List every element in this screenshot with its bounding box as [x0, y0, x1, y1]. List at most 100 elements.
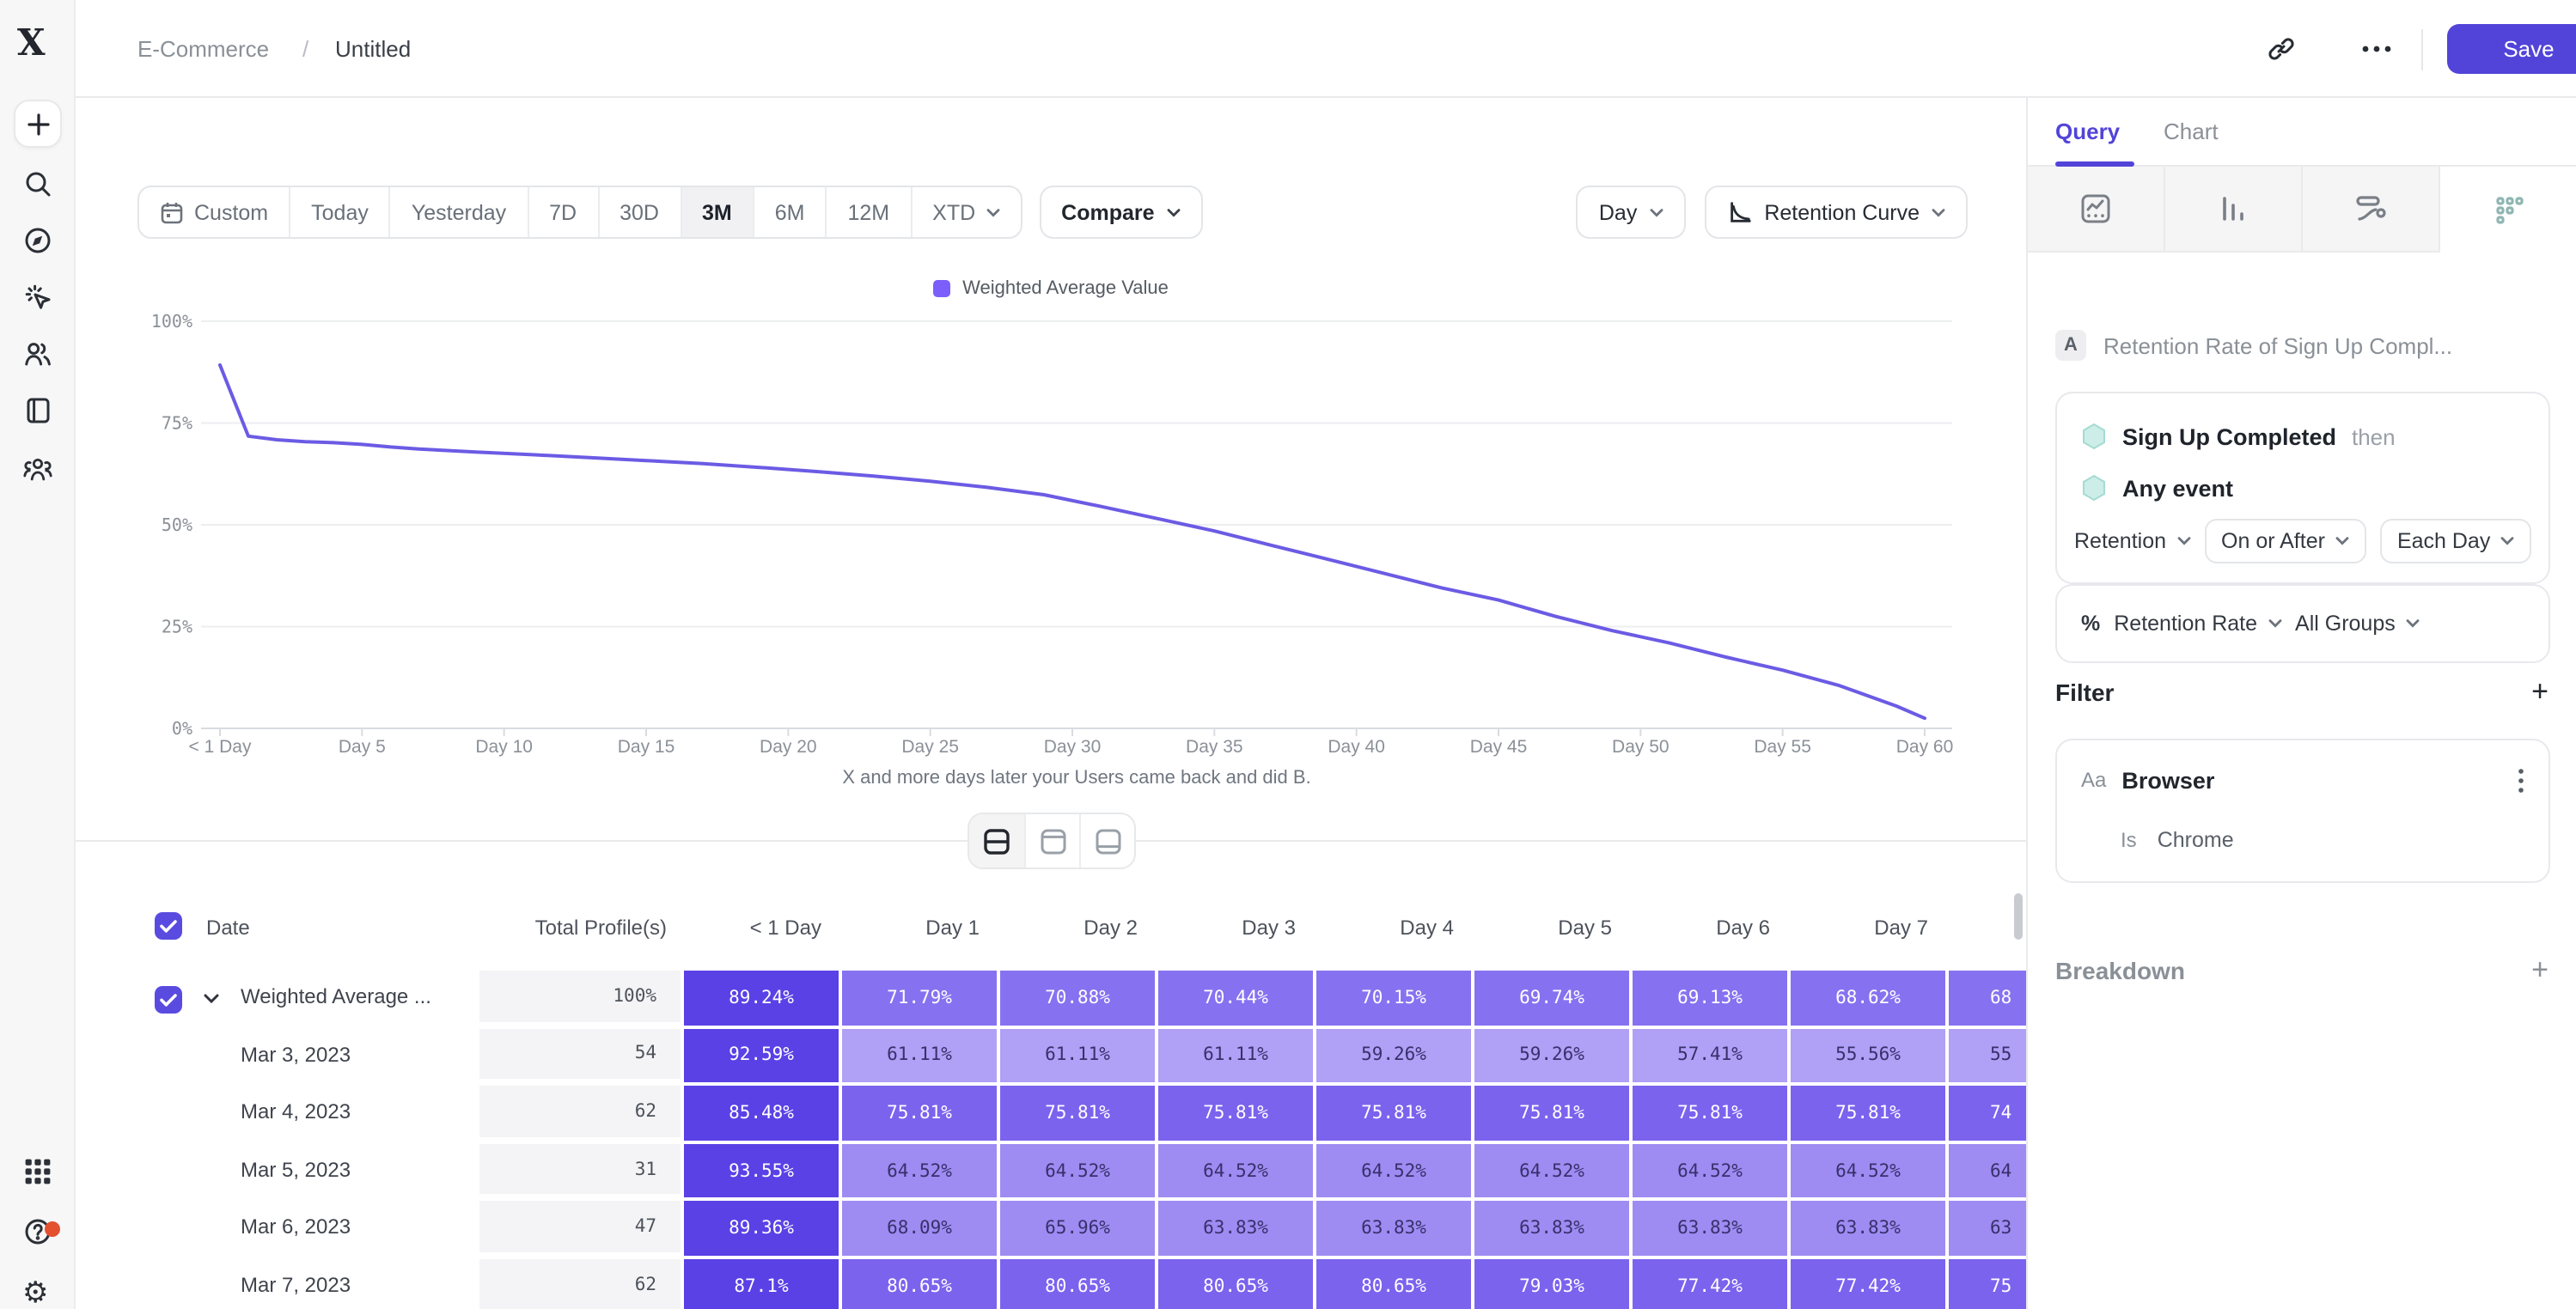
row-label[interactable]: Mar 6, 2023 [241, 1215, 351, 1239]
retention-cell-clipped[interactable]: 75 [1949, 1258, 2026, 1309]
retention-cell[interactable]: 70.15% [1316, 971, 1471, 1026]
range-today[interactable]: Today [289, 187, 389, 237]
retention-cell[interactable]: 80.65% [1316, 1258, 1471, 1309]
notebook-icon[interactable] [22, 395, 53, 426]
column-header-day[interactable]: < 1 Day [749, 916, 821, 940]
search-icon[interactable] [22, 168, 53, 199]
filter-property[interactable]: Browser [2121, 767, 2215, 793]
settings-icon[interactable]: ⚙ [22, 1276, 49, 1309]
row-label[interactable]: Mar 3, 2023 [241, 1042, 351, 1067]
add-breakdown-button[interactable]: + [2531, 953, 2549, 986]
retention-cell[interactable]: 64.52% [1633, 1143, 1787, 1198]
line-chart-icon[interactable] [2028, 167, 2165, 253]
range-yesterday[interactable]: Yesterday [388, 187, 527, 237]
retention-cell[interactable]: 77.42% [1633, 1258, 1787, 1309]
range-7d[interactable]: 7D [527, 187, 597, 237]
column-header-day[interactable]: Day 7 [1874, 916, 1928, 940]
range-xtd[interactable]: XTD [910, 187, 1020, 237]
retention-cell[interactable]: 63.83% [1316, 1201, 1471, 1256]
retention-cell[interactable]: 64.52% [1000, 1143, 1155, 1198]
retention-cell[interactable]: 61.11% [1000, 1028, 1155, 1083]
retention-cell[interactable]: 75.81% [1000, 1086, 1155, 1141]
granularity-dropdown[interactable]: Day [1576, 186, 1686, 239]
mode-dropdown[interactable]: Retention [2074, 529, 2190, 553]
range-3m[interactable]: 3M [680, 187, 753, 237]
chart-view-button[interactable] [1079, 814, 1134, 868]
save-button[interactable]: Save [2447, 24, 2576, 74]
vertical-scrollbar[interactable] [2014, 893, 2023, 940]
retention-cell[interactable]: 70.44% [1158, 971, 1313, 1026]
retention-cell[interactable]: 63.83% [1633, 1201, 1787, 1256]
breadcrumb-current[interactable]: Untitled [335, 36, 412, 62]
retention-cell[interactable]: 63.83% [1158, 1201, 1313, 1256]
retention-cell-clipped[interactable]: 68 [1949, 971, 2026, 1026]
retention-cell[interactable]: 89.36% [684, 1201, 839, 1256]
ellipsis-icon[interactable] [2361, 45, 2391, 74]
table-view-button[interactable] [1024, 814, 1079, 868]
row-checkbox[interactable] [155, 986, 182, 1014]
range-30d[interactable]: 30D [597, 187, 680, 237]
team-icon[interactable] [22, 454, 53, 484]
retention-cell[interactable]: 71.79% [842, 971, 997, 1026]
retention-cell[interactable]: 75.81% [842, 1086, 997, 1141]
retention-cell[interactable]: 92.59% [684, 1028, 839, 1083]
retention-cell[interactable]: 68.09% [842, 1201, 997, 1256]
users-icon[interactable] [22, 338, 53, 369]
range-6m[interactable]: 6M [752, 187, 826, 237]
retention-cell-clipped[interactable]: 74 [1949, 1086, 2026, 1141]
expand-chevron-icon[interactable] [203, 993, 220, 1005]
measure-dropdown[interactable]: Retention Rate [2114, 612, 2281, 636]
column-header-date[interactable]: Date [206, 916, 250, 940]
column-header-total[interactable]: Total Profile(s) [534, 916, 667, 940]
tab-query[interactable]: Query [2055, 119, 2121, 144]
split-view-button[interactable] [969, 814, 1024, 868]
compass-icon[interactable] [22, 225, 53, 256]
retention-cell[interactable]: 85.48% [684, 1086, 839, 1141]
retention-cell[interactable]: 63.83% [1474, 1201, 1629, 1256]
link-icon[interactable] [2267, 34, 2296, 64]
retention-cell[interactable]: 80.65% [1000, 1258, 1155, 1309]
breadcrumb-root[interactable]: E-Commerce [137, 36, 270, 62]
column-header-day[interactable]: Day 2 [1084, 916, 1138, 940]
window-dropdown[interactable]: On or After [2204, 519, 2366, 563]
retention-cell[interactable]: 70.88% [1000, 971, 1155, 1026]
retention-cell-clipped[interactable]: 63 [1949, 1201, 2026, 1256]
retention-cell[interactable]: 64.52% [1474, 1143, 1629, 1198]
retention-cell[interactable]: 80.65% [842, 1258, 997, 1309]
groups-dropdown[interactable]: All Groups [2295, 612, 2420, 636]
column-header-day[interactable]: Day 5 [1558, 916, 1612, 940]
chart-legend[interactable]: Weighted Average Value [76, 278, 2026, 299]
interval-dropdown[interactable]: Each Day [2379, 519, 2532, 563]
retention-cell[interactable]: 64.52% [1158, 1143, 1313, 1198]
retention-cell[interactable]: 61.11% [842, 1028, 997, 1083]
retention-cell[interactable]: 55.56% [1791, 1028, 1945, 1083]
retention-grid-icon[interactable] [2440, 167, 2576, 253]
apps-grid-icon[interactable] [22, 1156, 53, 1187]
retention-cell[interactable]: 93.55% [684, 1143, 839, 1198]
query-title[interactable]: Retention Rate of Sign Up Compl... [2103, 332, 2453, 358]
flow-chart-icon[interactable] [2303, 167, 2440, 253]
retention-cell[interactable]: 65.96% [1000, 1201, 1155, 1256]
retention-cell[interactable]: 64.52% [1791, 1143, 1945, 1198]
compare-button[interactable]: Compare [1039, 186, 1203, 239]
retention-cell[interactable]: 75.81% [1316, 1086, 1471, 1141]
retention-cell[interactable]: 75.81% [1474, 1086, 1629, 1141]
filter-value[interactable]: Chrome [2157, 828, 2234, 852]
row-label[interactable]: Weighted Average ... [241, 984, 431, 1008]
column-header-day[interactable]: Day 6 [1716, 916, 1770, 940]
column-header-day[interactable]: Day 1 [925, 916, 980, 940]
row-label[interactable]: Mar 7, 2023 [241, 1272, 351, 1297]
column-header-day[interactable]: Day 3 [1242, 916, 1296, 940]
retention-cell[interactable]: 59.26% [1474, 1028, 1629, 1083]
retention-cell[interactable]: 64.52% [1316, 1143, 1471, 1198]
retention-cell[interactable]: 59.26% [1316, 1028, 1471, 1083]
retention-cell-clipped[interactable]: 55 [1949, 1028, 2026, 1083]
retention-cell[interactable]: 64.52% [842, 1143, 997, 1198]
retention-cell[interactable]: 63.83% [1791, 1201, 1945, 1256]
retention-cell[interactable]: 69.74% [1474, 971, 1629, 1026]
click-spark-icon[interactable] [22, 282, 53, 313]
row-label[interactable]: Mar 5, 2023 [241, 1157, 351, 1182]
retention-cell-clipped[interactable]: 64 [1949, 1143, 2026, 1198]
event-row-2[interactable]: Any event [2057, 462, 2549, 514]
tab-chart[interactable]: Chart [2164, 119, 2219, 144]
